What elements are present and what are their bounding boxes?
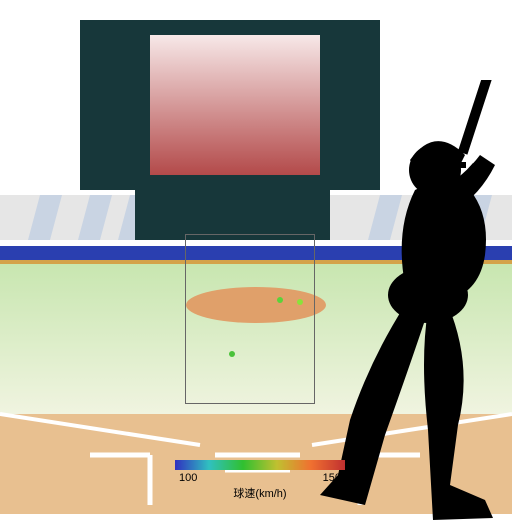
legend-ticks: 100 150 <box>175 472 345 484</box>
pitch-point <box>297 299 303 305</box>
batter-silhouette <box>320 80 512 520</box>
legend-label: 球速(km/h) <box>175 485 345 501</box>
pitch-chart-scene: 100 150 球速(km/h) <box>0 0 512 512</box>
scoreboard-screen <box>150 35 320 175</box>
speed-legend: 100 150 球速(km/h) <box>175 460 345 501</box>
strike-zone-box <box>185 234 315 404</box>
legend-tick-min: 100 <box>179 472 197 484</box>
pitch-point <box>229 351 235 357</box>
legend-gradient-bar <box>175 460 345 470</box>
legend-tick-max: 150 <box>323 472 341 484</box>
pitch-point <box>277 297 283 303</box>
scoreboard-base <box>135 190 330 240</box>
